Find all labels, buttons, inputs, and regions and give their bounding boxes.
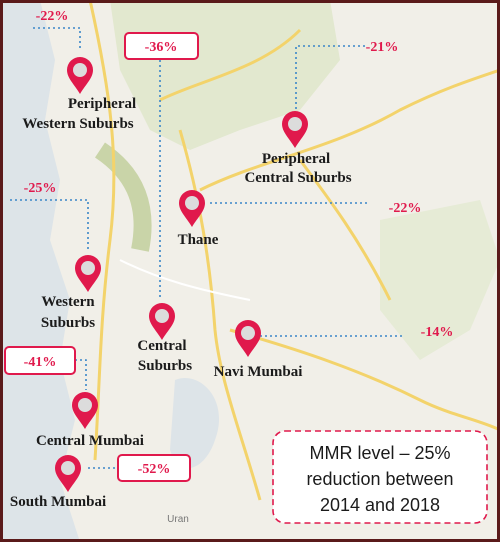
road [159, 28, 302, 102]
change-label: -21% [366, 40, 399, 55]
leader-line [295, 45, 365, 110]
change-label: -36% [145, 40, 178, 55]
change-label: -22% [389, 201, 422, 216]
road [199, 68, 500, 192]
region-label: Central [137, 338, 186, 354]
pin [235, 320, 261, 357]
pin [55, 455, 81, 492]
summary-text: 2014 and 2018 [320, 495, 440, 515]
region-label: Central Suburbs [244, 170, 351, 186]
region-label: Western Suburbs [22, 116, 133, 132]
road [88, 0, 116, 461]
change-box [124, 32, 199, 60]
pin [72, 392, 98, 429]
region-label: Suburbs [41, 315, 95, 331]
summary-text: MMR level – 25% [309, 443, 450, 463]
creek [170, 378, 220, 469]
sea [0, 0, 80, 542]
region-label: Thane [178, 232, 219, 248]
change-label: -52% [138, 462, 171, 477]
region-label: Suburbs [138, 358, 192, 374]
road [298, 159, 392, 301]
change-box [117, 454, 191, 482]
region-label: Western [41, 294, 95, 310]
road [119, 259, 251, 301]
summary-box [272, 430, 488, 524]
region-label: Central Mumbai [36, 433, 144, 449]
pin [67, 57, 93, 94]
forest [380, 200, 500, 360]
park [94, 142, 152, 252]
region-label: Peripheral [68, 96, 136, 112]
pin [282, 111, 308, 148]
leader-line [75, 359, 87, 390]
change-label: -14% [421, 325, 454, 340]
pin [149, 303, 175, 340]
leader-line [33, 27, 81, 50]
pin [75, 255, 101, 292]
change-label: -25% [24, 181, 57, 196]
region-label: Peripheral [262, 151, 330, 167]
change-box [4, 346, 76, 375]
region-label: Navi Mumbai [214, 364, 303, 380]
region-label: South Mumbai [10, 494, 106, 510]
change-label: -41% [24, 355, 57, 370]
pin [179, 190, 205, 227]
summary-text: reduction between [306, 469, 453, 489]
place-label: Uran [167, 514, 189, 525]
leader-line [10, 199, 89, 252]
change-label: -22% [36, 9, 69, 24]
road [229, 328, 500, 432]
